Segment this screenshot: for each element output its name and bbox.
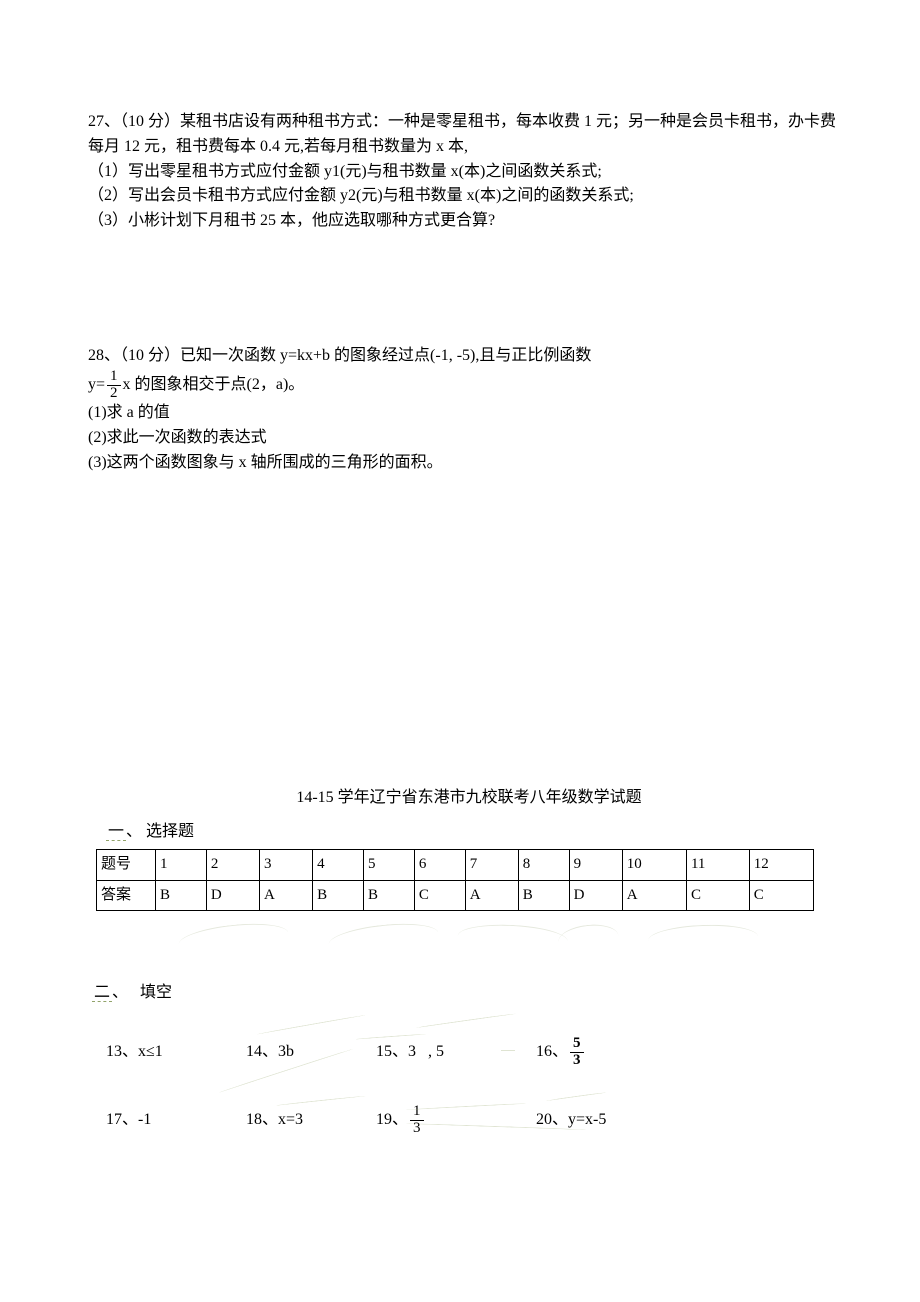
fill-16-num: 5 (570, 1036, 584, 1053)
table-cell: C (414, 880, 465, 910)
table-cell: A (622, 880, 686, 910)
q28-line2: y=12x 的图象相交于点(2，a)。 (88, 369, 850, 402)
fill-17: 17、-1 (106, 1108, 246, 1133)
fill-16-den: 3 (570, 1053, 584, 1069)
table-cell: 题号 (97, 850, 156, 880)
table-cell: A (259, 880, 312, 910)
fill-16: 16、 5 3 (536, 1036, 586, 1069)
fill-20: 20、y=x-5 (536, 1108, 606, 1133)
table-cell: 9 (569, 850, 622, 880)
fill-16-fraction: 5 3 (570, 1036, 584, 1069)
watermark-decoration (88, 923, 850, 947)
table-cell: 11 (686, 850, 749, 880)
table-cell: B (313, 880, 364, 910)
section-2-label: 二、 填空 (92, 981, 850, 1006)
fill-19-num: 1 (410, 1104, 424, 1121)
fill-row-2: 17、-1 18、x=3 19、 1 3 20、y=x-5 (106, 1100, 850, 1142)
fill-row-1: 13、x≤1 14、3b 15、3 , 5 16、 5 3 (106, 1032, 850, 1074)
section-1-name: 选择题 (146, 823, 194, 840)
fill-13: 13、x≤1 (106, 1040, 246, 1065)
table-cell: 10 (622, 850, 686, 880)
q28-part1: (1)求 a 的值 (88, 401, 850, 426)
q27-header: 27、（10 分）某租书店设有两种租书方式：一种是零星租书，每本收费 1 元；另… (88, 110, 850, 160)
answer-table: 题号 1 2 3 4 5 6 7 8 9 10 11 12 答案 B D A B… (96, 849, 814, 911)
table-cell: B (156, 880, 207, 910)
table-row: 题号 1 2 3 4 5 6 7 8 9 10 11 12 (97, 850, 814, 880)
section-2-name: 填空 (140, 984, 172, 1001)
table-cell: 5 (363, 850, 414, 880)
q27-part3: （3）小彬计划下月租书 25 本，他应选取哪种方式更合算? (88, 209, 850, 234)
table-cell: 2 (206, 850, 259, 880)
table-cell: 4 (313, 850, 364, 880)
table-cell: 7 (465, 850, 518, 880)
answers-title: 14-15 学年辽宁省东港市九校联考八年级数学试题 (88, 786, 850, 811)
table-cell: 3 (259, 850, 312, 880)
q27-part1: （1）写出零星租书方式应付金额 y1(元)与租书数量 x(本)之间函数关系式; (88, 160, 850, 185)
table-cell: B (518, 880, 569, 910)
q28-part2: (2)求此一次函数的表达式 (88, 426, 850, 451)
q28-part3: (3)这两个函数图象与 x 轴所围成的三角形的面积。 (88, 451, 850, 476)
fill-16-label: 16、 (536, 1040, 568, 1065)
table-cell: A (465, 880, 518, 910)
table-cell: C (686, 880, 749, 910)
table-cell: 1 (156, 850, 207, 880)
q28-header: 28、（10 分）已知一次函数 y=kx+b 的图象经过点(-1, -5),且与… (88, 344, 850, 369)
section-1-label: 一、 选择题 (106, 820, 850, 845)
section-2-number: 二 (92, 984, 112, 1002)
table-cell: D (206, 880, 259, 910)
table-cell: 6 (414, 850, 465, 880)
q28-frac-den: 2 (107, 386, 121, 402)
fill-18: 18、x=3 (246, 1108, 376, 1133)
q28-fraction: 12 (107, 369, 121, 402)
fill-19-den: 3 (410, 1121, 424, 1137)
section-2-sep: 、 (112, 984, 128, 1001)
fill-in-section: 二、 填空 13、x≤1 14、3b 15、3 , 5 16、 5 3 17、 (88, 981, 850, 1142)
fill-19-fraction: 1 3 (410, 1104, 424, 1137)
q28-frac-num: 1 (107, 369, 121, 386)
question-27: 27、（10 分）某租书店设有两种租书方式：一种是零星租书，每本收费 1 元；另… (88, 110, 850, 234)
table-cell: B (363, 880, 414, 910)
table-cell: C (749, 880, 813, 910)
fill-15: 15、3 , 5 (376, 1040, 536, 1065)
table-cell: D (569, 880, 622, 910)
question-28: 28、（10 分）已知一次函数 y=kx+b 的图象经过点(-1, -5),且与… (88, 344, 850, 476)
fill-19: 19、 1 3 (376, 1104, 536, 1137)
q28-line2-prefix: y= (88, 376, 105, 393)
table-row: 答案 B D A B B C A B D A C C (97, 880, 814, 910)
table-cell: 答案 (97, 880, 156, 910)
table-cell: 12 (749, 850, 813, 880)
section-1-sep: 、 (126, 823, 142, 840)
table-cell: 8 (518, 850, 569, 880)
fill-19-label: 19、 (376, 1108, 408, 1133)
fill-14: 14、3b (246, 1040, 376, 1065)
section-1-number: 一 (106, 823, 126, 841)
q28-line2-suffix: x 的图象相交于点(2，a)。 (123, 376, 305, 393)
q27-part2: （2）写出会员卡租书方式应付金额 y2(元)与租书数量 x(本)之间的函数关系式… (88, 184, 850, 209)
